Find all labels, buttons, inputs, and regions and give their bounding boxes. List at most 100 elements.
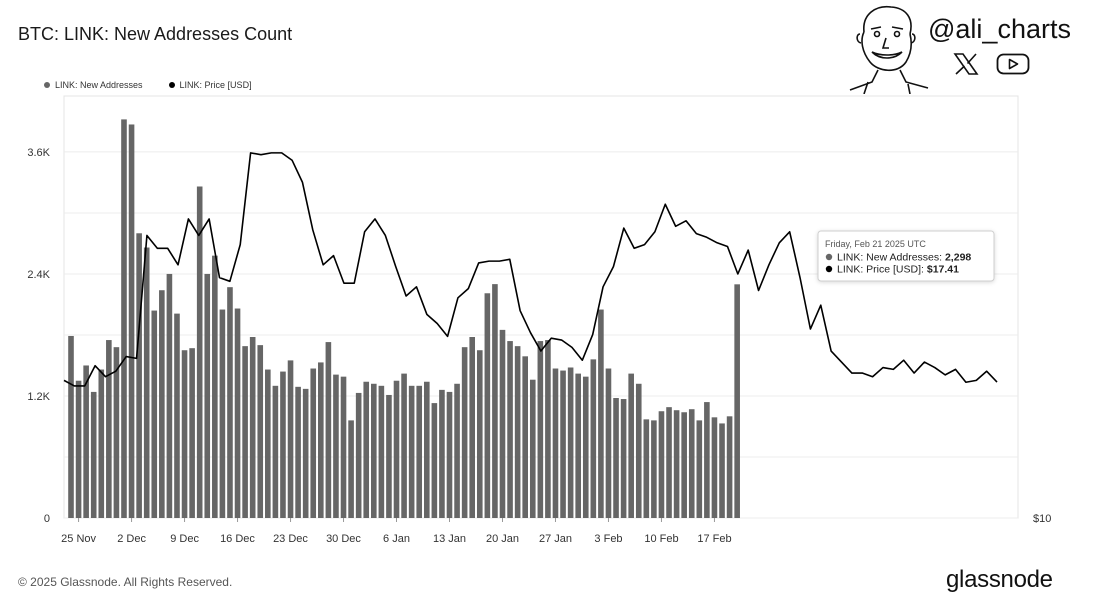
new-addresses-bars — [68, 119, 740, 518]
bar-new-addresses — [325, 342, 332, 518]
youtube-icon[interactable] — [996, 52, 1030, 81]
social-links — [952, 52, 1030, 81]
chart-title: BTC: LINK: New Addresses Count — [18, 24, 293, 44]
bar-new-addresses — [704, 402, 710, 518]
bar-new-addresses — [98, 369, 105, 518]
price-line — [63, 152, 998, 387]
bar-new-addresses — [310, 368, 317, 518]
bar-new-addresses — [90, 391, 97, 518]
hover-tooltip: Friday, Feb 21 2025 UTC LINK: New Addres… — [817, 230, 995, 282]
bar-new-addresses — [461, 347, 468, 518]
bar-new-addresses — [113, 347, 120, 518]
bar-new-addresses — [280, 371, 286, 518]
bar-new-addresses — [257, 345, 264, 518]
bar-new-addresses — [401, 373, 407, 518]
x-tick-label: 10 Feb — [644, 533, 678, 545]
legend-swatch-bars — [44, 82, 50, 88]
tooltip-swatch-price — [825, 265, 833, 273]
y-tick-label: 3.6K — [27, 147, 50, 159]
bar-new-addresses — [128, 124, 135, 518]
bar-new-addresses — [658, 411, 665, 518]
bar-new-addresses — [106, 340, 112, 518]
bar-new-addresses — [159, 290, 165, 518]
bar-new-addresses — [575, 373, 581, 518]
y-tick-label: 0 — [44, 513, 50, 525]
tooltip-swatch-bars — [825, 253, 833, 261]
bar-new-addresses — [552, 368, 559, 518]
x-tick-label: 23 Dec — [273, 533, 308, 545]
tooltip-line-addresses: LINK: New Addresses: 2,298 — [837, 252, 971, 264]
bar-new-addresses — [121, 119, 127, 518]
x-tick-label: 2 Dec — [117, 533, 146, 545]
bar-new-addresses — [681, 412, 687, 518]
bar-new-addresses — [651, 420, 657, 518]
bar-new-addresses — [371, 383, 377, 518]
bar-new-addresses — [605, 368, 612, 518]
bar-new-addresses — [348, 420, 354, 518]
legend-item-new-addresses[interactable]: LINK: New Addresses — [44, 80, 143, 90]
bar-new-addresses — [590, 359, 597, 518]
bar-new-addresses — [431, 403, 438, 518]
bar-new-addresses — [386, 394, 392, 518]
bar-new-addresses — [507, 341, 513, 518]
bar-new-addresses — [189, 348, 195, 518]
legend-item-price[interactable]: LINK: Price [USD] — [168, 80, 252, 90]
right-tick-label: $10 — [1033, 513, 1051, 525]
x-axis-ticks: 25 Nov 2 Dec 9 Dec 16 Dec 23 Dec 30 Dec 6 Jan 1… — [61, 518, 732, 545]
right-axis-ticks: $10 — [1033, 513, 1051, 525]
x-tick-label: 20 Jan — [486, 533, 519, 545]
author-handle[interactable]: @ali_charts — [928, 14, 1071, 44]
bar-new-addresses — [734, 284, 740, 518]
bar-new-addresses — [522, 356, 528, 518]
bar-new-addresses — [529, 379, 536, 518]
bar-new-addresses — [265, 369, 271, 518]
bar-new-addresses — [635, 383, 642, 518]
bar-new-addresses — [439, 389, 445, 518]
legend-label-price: LINK: Price [USD] — [179, 80, 252, 90]
left-axis-ticks: 0 1.2K 2.4K 3.6K — [27, 147, 50, 525]
glassnode-logo[interactable]: glassnode — [946, 566, 1053, 593]
bar-new-addresses — [378, 385, 385, 518]
bar-new-addresses — [227, 287, 233, 518]
bar-new-addresses — [318, 362, 324, 518]
bar-new-addresses — [355, 392, 362, 518]
bar-new-addresses — [666, 407, 672, 518]
bar-new-addresses — [545, 340, 551, 518]
bar-new-addresses — [726, 416, 733, 518]
bar-new-addresses — [340, 376, 347, 518]
bar-new-addresses — [613, 398, 619, 518]
bar-new-addresses — [416, 385, 423, 518]
x-tick-label: 30 Dec — [326, 533, 361, 545]
bar-new-addresses — [166, 273, 173, 518]
avatar-caricature — [836, 2, 936, 99]
bar-new-addresses — [295, 386, 301, 518]
bar-new-addresses — [249, 337, 256, 518]
tooltip-date: Friday, Feb 21 2025 UTC — [825, 239, 926, 249]
x-tick-label: 16 Dec — [220, 533, 255, 545]
bar-new-addresses — [620, 399, 627, 518]
x-tick-label: 27 Jan — [539, 533, 572, 545]
bar-new-addresses — [673, 410, 680, 518]
bar-new-addresses — [212, 255, 218, 518]
bar-new-addresses — [643, 419, 650, 518]
bar-new-addresses — [204, 273, 211, 518]
x-icon[interactable] — [952, 52, 980, 81]
y-tick-label: 1.2K — [27, 391, 50, 403]
bar-new-addresses — [454, 383, 460, 518]
bar-new-addresses — [181, 350, 188, 518]
tooltip-line-price: LINK: Price [USD]: $17.41 — [837, 264, 959, 276]
copyright-text: © 2025 Glassnode. All Rights Reserved. — [18, 575, 233, 589]
x-tick-label: 17 Feb — [697, 533, 731, 545]
bar-new-addresses — [136, 233, 142, 518]
x-tick-label: 3 Feb — [594, 533, 622, 545]
bar-new-addresses — [492, 284, 498, 518]
bar-new-addresses — [83, 365, 89, 518]
bar-new-addresses — [219, 309, 226, 518]
bar-new-addresses — [333, 374, 339, 518]
bar-new-addresses — [363, 381, 370, 518]
bar-new-addresses — [567, 367, 574, 518]
bar-new-addresses — [143, 247, 150, 518]
bar-new-addresses — [469, 337, 476, 518]
bar-new-addresses — [499, 329, 506, 518]
